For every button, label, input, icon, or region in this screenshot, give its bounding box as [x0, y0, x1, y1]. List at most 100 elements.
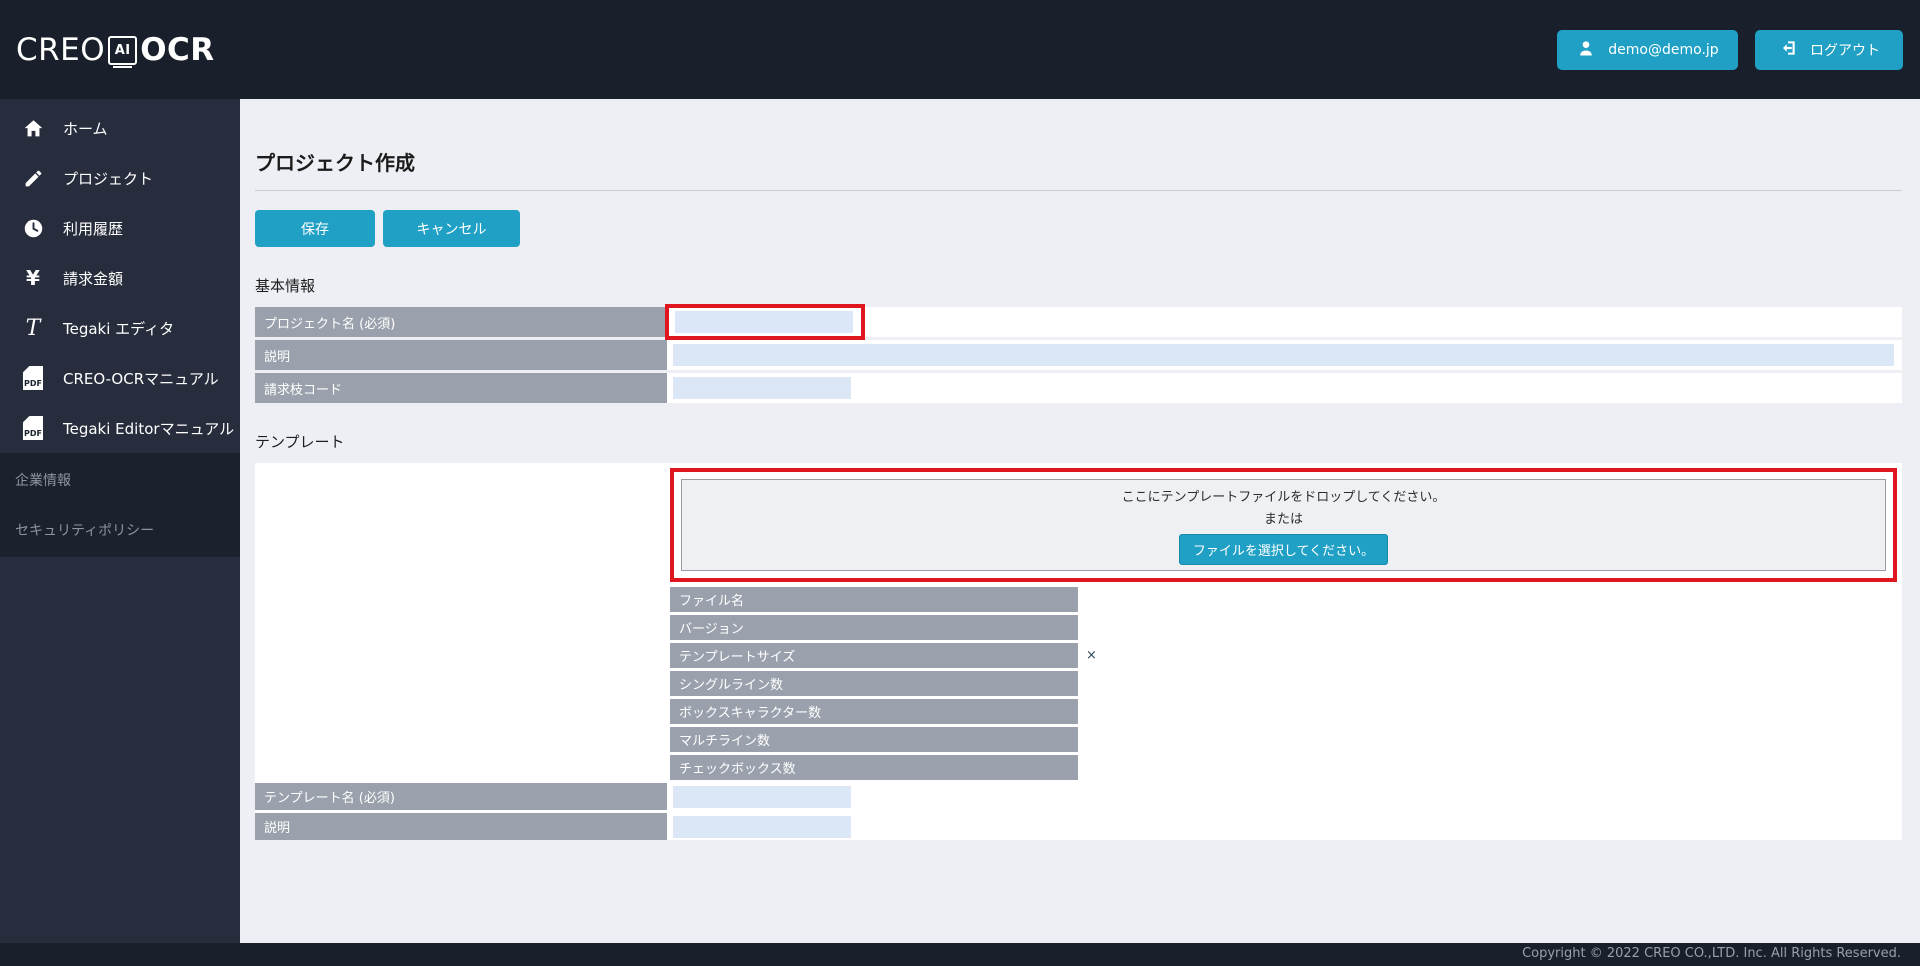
row-label: テンプレート名 (必須)	[255, 783, 667, 810]
row-value-cell	[667, 373, 1902, 403]
logo-text-creo: CREO	[16, 31, 106, 68]
template-info-table: ファイル名 バージョン テンプレートサイズ ×	[670, 587, 1902, 780]
table-row-template-name: テンプレート名 (必須)	[255, 783, 1902, 810]
sidebar-item-usage-history[interactable]: 利用履歴	[0, 203, 240, 253]
row-label: バージョン	[670, 615, 1078, 640]
table-row-billing-branch-code: 請求枝コード	[255, 373, 1902, 403]
row-label: チェックボックス数	[670, 755, 1078, 780]
copyright-text: Copyright © 2022 CREO CO.,LTD. Inc. All …	[1522, 946, 1901, 961]
sidebar-item-label: セキュリティポリシー	[15, 523, 155, 539]
basic-info-heading: 基本情報	[255, 277, 316, 295]
sidebar-item-label: CREO-OCRマニュアル	[63, 369, 219, 388]
row-label: 説明	[255, 813, 667, 840]
row-value	[1078, 615, 1902, 640]
user-email-label: demo@demo.jp	[1608, 41, 1719, 58]
sidebar-filler	[0, 557, 240, 943]
yen-icon: ¥	[26, 266, 40, 290]
sidebar-item-security-policy[interactable]: セキュリティポリシー	[0, 505, 240, 555]
template-heading: テンプレート	[255, 433, 345, 451]
row-label: ボックスキャラクター数	[670, 699, 1078, 724]
row-value-cell	[667, 340, 1902, 370]
page-title: プロジェクト作成	[255, 151, 415, 175]
row-value	[1078, 727, 1902, 752]
template-description-input[interactable]	[673, 815, 851, 838]
row-label: プロジェクト名 (必須)	[255, 307, 667, 337]
row-label: 請求枝コード	[255, 373, 667, 403]
tegaki-icon: T	[25, 315, 41, 341]
table-row-template-description: 説明	[255, 813, 1902, 840]
sidebar-item-tegaki-editor[interactable]: T Tegaki エディタ	[0, 303, 240, 353]
template-preview-area	[255, 463, 670, 783]
row-value-cell	[667, 813, 1902, 840]
cancel-button[interactable]: キャンセル	[383, 210, 520, 247]
dropzone-instruction: ここにテンプレートファイルをドロップしてください。	[1121, 489, 1446, 505]
sidebar-item-project[interactable]: プロジェクト	[0, 153, 240, 203]
sidebar-item-label: Tegaki Editorマニュアル	[63, 419, 235, 438]
table-row-multi-line-count: マルチライン数	[670, 727, 1902, 752]
row-label: マルチライン数	[670, 727, 1078, 752]
user-account-button[interactable]: demo@demo.jp	[1557, 29, 1738, 70]
top-header: CREO AI OCR demo@demo.jp ログアウト	[0, 0, 1920, 99]
title-divider	[255, 190, 1902, 191]
row-label: 説明	[255, 340, 667, 370]
sidebar-item-home[interactable]: ホーム	[0, 103, 240, 153]
ai-chip-icon: AI	[108, 36, 138, 68]
pencil-icon	[21, 168, 45, 189]
row-value	[1078, 755, 1902, 780]
project-name-input[interactable]	[675, 311, 853, 333]
table-row-box-character-count: ボックスキャラクター数	[670, 699, 1902, 724]
row-value: ×	[1078, 643, 1902, 668]
basic-info-table: プロジェクト名 (必須) 説明 請求枝コード	[255, 304, 1902, 403]
row-value	[1078, 671, 1902, 696]
table-row-checkbox-count: チェックボックス数	[670, 755, 1902, 780]
footer-bar: Copyright © 2022 CREO CO.,LTD. Inc. All …	[0, 943, 1920, 966]
table-row-template-size: テンプレートサイズ ×	[670, 643, 1902, 668]
sidebar-item-company-info[interactable]: 企業情報	[0, 455, 240, 505]
description-input[interactable]	[673, 344, 1894, 366]
logout-button[interactable]: ログアウト	[1755, 29, 1903, 70]
sidebar-item-tegaki-editor-manual[interactable]: PDF Tegaki Editorマニュアル	[0, 403, 240, 453]
header-actions: demo@demo.jp ログアウト	[1557, 29, 1903, 70]
template-file-dropzone[interactable]: ここにテンプレートファイルをドロップしてください。 または ファイルを選択してく…	[681, 479, 1886, 571]
sidebar-item-billing[interactable]: ¥ 請求金額	[0, 253, 240, 303]
logo-text-ocr: OCR	[140, 31, 215, 68]
template-bottom-rows: テンプレート名 (必須) 説明	[255, 783, 1902, 840]
row-value	[1078, 587, 1902, 612]
sidebar-item-label: 利用履歴	[63, 219, 124, 238]
pdf-icon: PDF	[21, 366, 45, 390]
template-name-input[interactable]	[673, 785, 851, 808]
sidebar-item-label: ホーム	[63, 119, 108, 138]
annotation-highlight: ここにテンプレートファイルをドロップしてください。 または ファイルを選択してく…	[670, 468, 1897, 582]
row-label: テンプレートサイズ	[670, 643, 1078, 668]
annotation-highlight	[665, 304, 865, 340]
sidebar-item-label: 企業情報	[15, 473, 71, 489]
row-value-cell	[665, 304, 1902, 340]
row-label: シングルライン数	[670, 671, 1078, 696]
app-logo: CREO AI OCR	[16, 32, 215, 68]
dropzone-or-text: または	[1263, 511, 1303, 527]
billing-branch-code-input[interactable]	[673, 377, 851, 399]
template-panel: ここにテンプレートファイルをドロップしてください。 または ファイルを選択してく…	[255, 463, 1902, 840]
sidebar-item-label: Tegaki エディタ	[63, 319, 175, 338]
sidebar-secondary-section: 企業情報 セキュリティポリシー	[0, 453, 240, 557]
toolbar: 保存 キャンセル	[255, 210, 1902, 247]
table-row-file-name: ファイル名	[670, 587, 1902, 612]
table-row-single-line-count: シングルライン数	[670, 671, 1902, 696]
sidebar-item-label: プロジェクト	[63, 169, 154, 188]
table-row-version: バージョン	[670, 615, 1902, 640]
pdf-icon: PDF	[21, 416, 45, 440]
row-value	[1078, 699, 1902, 724]
clock-icon	[21, 218, 45, 239]
home-icon	[21, 118, 45, 139]
sidebar-item-label: 請求金額	[63, 269, 124, 288]
choose-file-button[interactable]: ファイルを選択してください。	[1178, 533, 1389, 565]
row-label: ファイル名	[670, 587, 1078, 612]
save-button[interactable]: 保存	[255, 210, 375, 247]
table-row-project-name: プロジェクト名 (必須)	[255, 304, 1902, 340]
logout-icon	[1778, 38, 1798, 62]
main-content: プロジェクト作成 保存 キャンセル 基本情報 プロジェクト名 (必須) 説	[240, 99, 1920, 943]
table-row-description: 説明	[255, 340, 1902, 370]
sidebar-nav: ホーム プロジェクト 利用履歴 ¥ 請求金額 T Tegaki エデ	[0, 99, 240, 943]
sidebar-item-creo-ocr-manual[interactable]: PDF CREO-OCRマニュアル	[0, 353, 240, 403]
